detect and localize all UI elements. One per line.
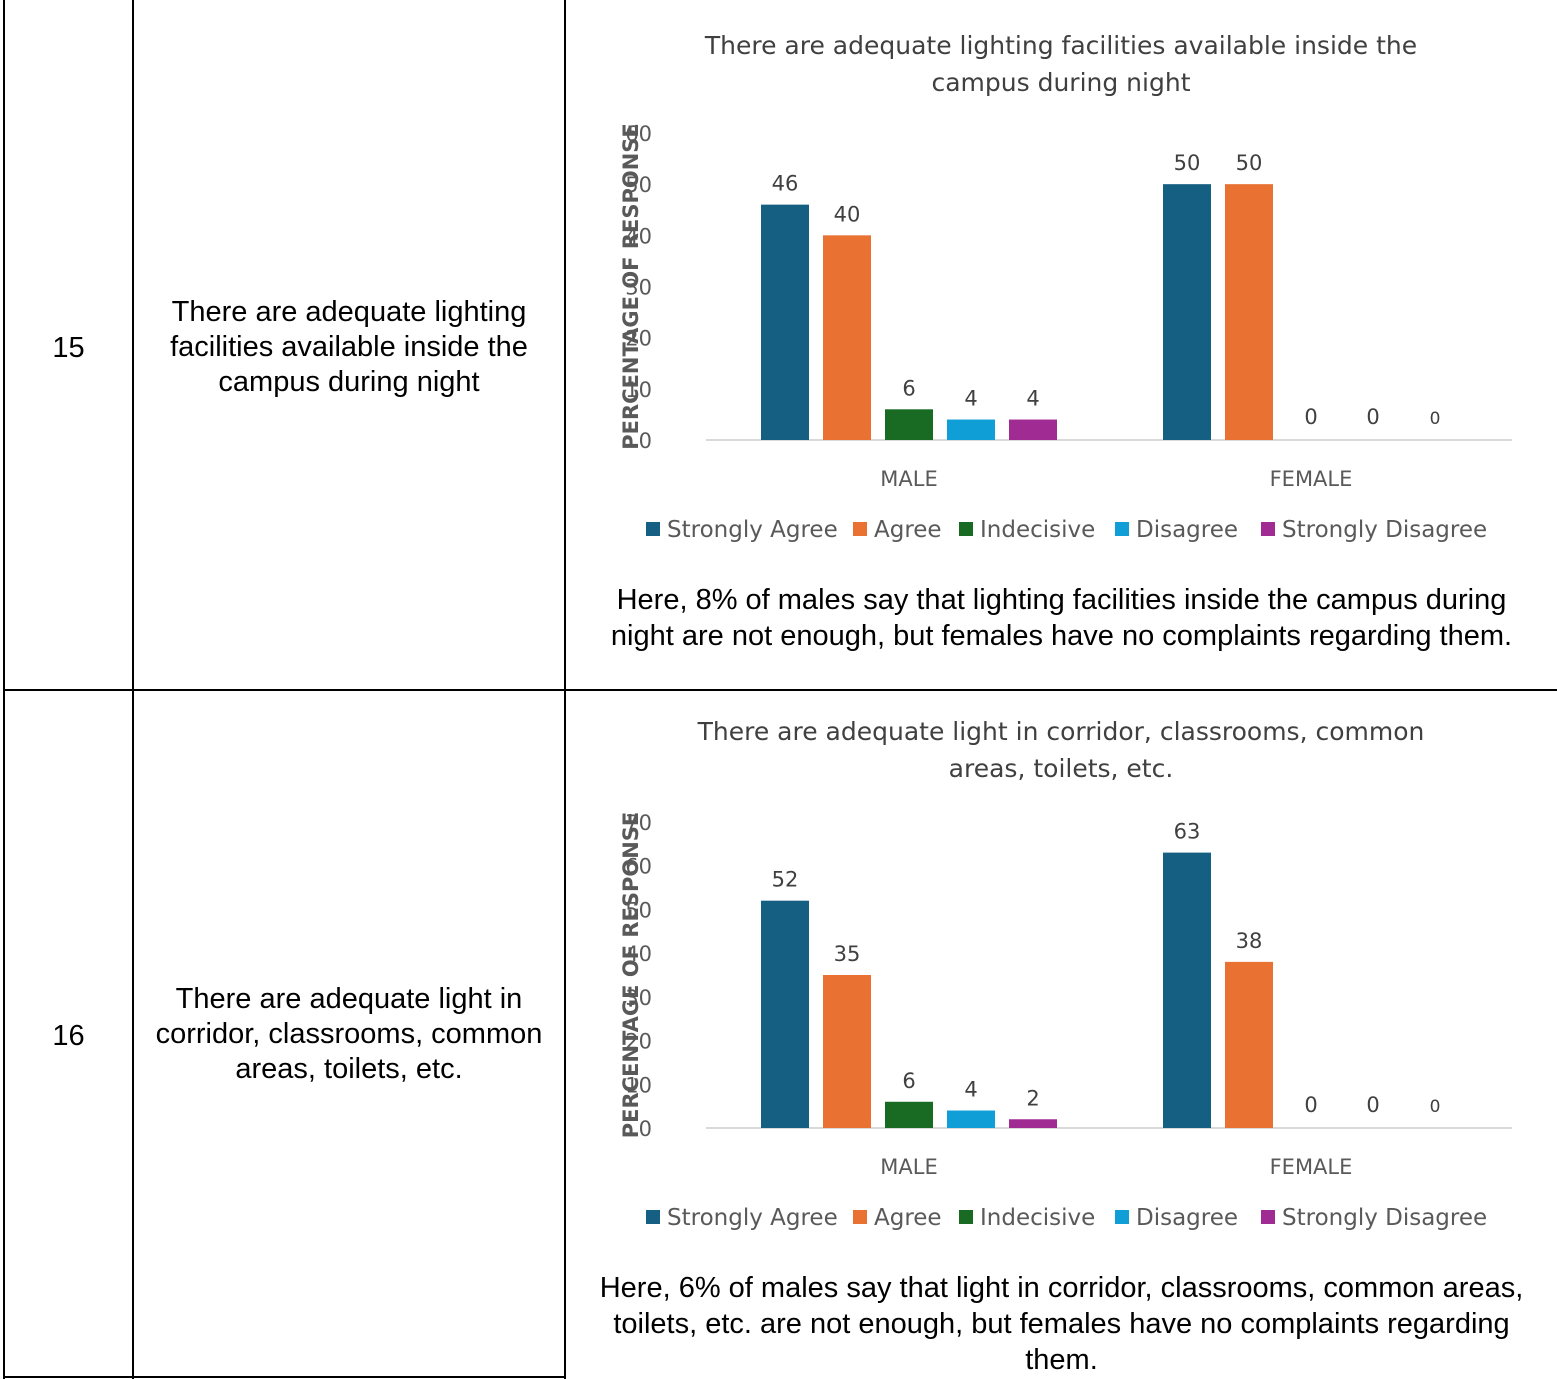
y-axis-label: PERCENTAGE OF RESPONSE [619,123,643,450]
legend-label-indecisive: Indecisive [980,517,1095,543]
row-statement: There are adequate lighting facilities a… [170,296,528,398]
bar-female-strongly-agree [1163,852,1211,1128]
legend-swatch-agree [853,1210,867,1224]
data-label-female-strongly-agree: 63 [1174,820,1201,844]
category-label-male: MALE [880,1155,937,1179]
y-tick-label: 0 [639,429,652,453]
data-label-female-indecisive: 0 [1304,405,1317,429]
y-tick-label: 50 [625,173,652,197]
data-label-male-indecisive: 6 [902,1069,915,1093]
bar-chart-light-corridor-classrooms: There are adequate light in corridor, cl… [619,717,1512,1231]
row-divider [3,689,1557,691]
legend-label-disagree: Disagree [1136,517,1238,543]
legend-label-strongly-disagree: Strongly Disagree [1282,517,1487,543]
legend-swatch-strongly-agree [646,1210,660,1224]
row-statement: There are adequate light in corridor, cl… [155,983,543,1085]
bar-male-agree [823,235,871,440]
y-tick-label: 60 [625,122,652,146]
row-number: 16 [52,1020,85,1052]
y-tick-label: 70 [625,811,652,835]
legend-swatch-indecisive [959,1210,973,1224]
y-tick-label: 10 [625,1073,652,1097]
legend-label-agree: Agree [874,517,942,543]
legend-label-strongly-agree: Strongly Agree [667,1205,838,1231]
bar-male-strongly-disagree [1009,419,1057,440]
data-label-male-strongly-agree: 52 [772,868,799,892]
data-label-female-indecisive: 0 [1304,1093,1317,1117]
data-label-female-disagree: 0 [1366,1093,1379,1117]
legend-swatch-strongly-agree [646,522,660,536]
y-tick-label: 20 [625,327,652,351]
data-label-female-disagree: 0 [1366,405,1379,429]
data-label-female-agree: 38 [1236,929,1263,953]
bar-male-strongly-disagree [1009,1119,1057,1128]
data-label-female-strongly-disagree: 0 [1430,1097,1441,1117]
data-label-female-agree: 50 [1236,151,1263,175]
data-label-male-agree: 35 [834,942,861,966]
bar-female-agree [1225,184,1273,440]
chart-title-line: campus during night [931,68,1190,97]
y-tick-label: 60 [625,855,652,879]
bar-male-disagree [947,1110,995,1128]
bar-male-agree [823,975,871,1128]
table-border-bottom [3,1376,566,1378]
legend-swatch-indecisive [959,522,973,536]
legend-label-disagree: Disagree [1136,1205,1238,1231]
y-tick-label: 10 [625,378,652,402]
category-label-female: FEMALE [1270,467,1353,491]
legend-swatch-disagree [1115,522,1129,536]
data-label-male-agree: 40 [834,202,861,226]
legend-swatch-disagree [1115,1210,1129,1224]
y-tick-label: 40 [625,942,652,966]
bar-male-indecisive [885,409,933,440]
category-label-male: MALE [880,467,937,491]
y-tick-label: 0 [639,1117,652,1141]
y-tick-label: 30 [625,276,652,300]
category-label-female: FEMALE [1270,1155,1353,1179]
data-label-male-disagree: 4 [964,387,977,411]
legend-label-agree: Agree [874,1205,942,1231]
legend-swatch-strongly-disagree [1261,1210,1275,1224]
chart-title-line: areas, toilets, etc. [949,754,1174,783]
data-label-female-strongly-disagree: 0 [1430,409,1441,429]
y-tick-label: 30 [625,986,652,1010]
chart-note: Here, 6% of males say that light in corr… [599,1272,1524,1376]
data-label-male-strongly-disagree: 2 [1026,1086,1039,1110]
chart-title-line: There are adequate lighting facilities a… [704,31,1417,60]
bar-male-strongly-agree [761,900,809,1128]
chart-note: Here, 8% of males say that lighting faci… [610,584,1513,652]
legend-swatch-agree [853,522,867,536]
bar-male-disagree [947,419,995,440]
legend-label-strongly-disagree: Strongly Disagree [1282,1205,1487,1231]
bar-female-strongly-agree [1163,184,1211,440]
legend-swatch-strongly-disagree [1261,522,1275,536]
bar-female-agree [1225,961,1273,1128]
legend-label-strongly-agree: Strongly Agree [667,517,838,543]
legend-label-indecisive: Indecisive [980,1205,1095,1231]
bar-chart-lighting-campus-night: There are adequate lighting facilities a… [619,31,1512,543]
y-tick-label: 50 [625,898,652,922]
row-number: 15 [52,332,85,364]
bar-male-indecisive [885,1101,933,1128]
data-label-male-strongly-agree: 46 [772,172,799,196]
data-label-male-indecisive: 6 [902,376,915,400]
bar-male-strongly-agree [761,204,809,440]
chart-title-line: There are adequate light in corridor, cl… [697,717,1425,746]
y-tick-label: 40 [625,224,652,248]
data-label-male-disagree: 4 [964,1078,977,1102]
y-tick-label: 20 [625,1030,652,1054]
data-label-male-strongly-disagree: 4 [1026,387,1039,411]
data-label-female-strongly-agree: 50 [1174,151,1201,175]
y-axis-label: PERCENTAGE OF RESPONSE [619,812,643,1139]
